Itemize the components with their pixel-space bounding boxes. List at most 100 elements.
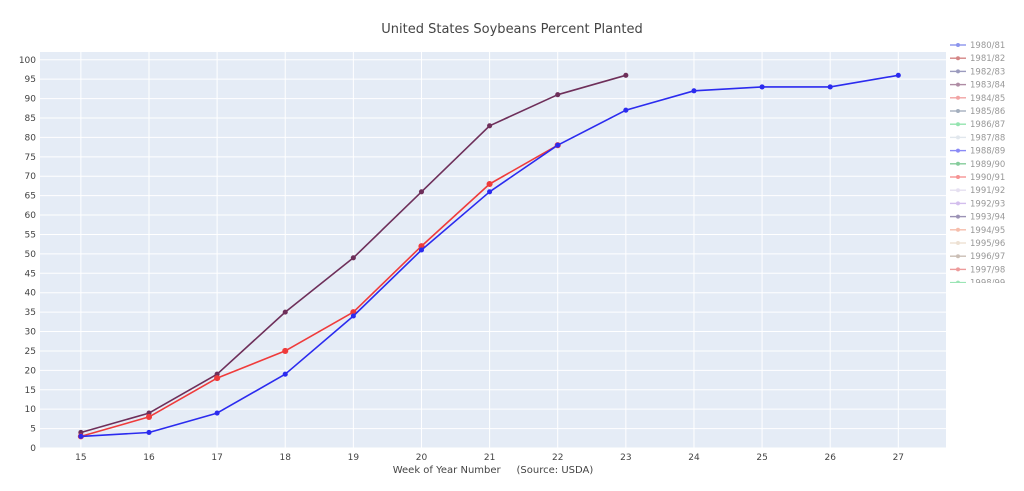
- data-point-1988-89-wk17: [214, 410, 220, 416]
- x-tick-label-23: 23: [620, 453, 631, 463]
- legend-swatch-marker-1997-98: [956, 267, 960, 272]
- x-tick-label-20: 20: [416, 453, 428, 463]
- series-1988-89: [78, 72, 901, 439]
- data-point-1988-89-wk26: [827, 84, 833, 90]
- x-tick-label-26: 26: [824, 453, 836, 463]
- legend-item-1993-94[interactable]: 1993/94: [950, 213, 1005, 223]
- data-point-1983-84-wk18: [282, 309, 288, 315]
- legend-label-1990-91: 1990/91: [970, 173, 1005, 183]
- legend-swatch-marker-1992-93: [956, 201, 960, 206]
- legend-label-1998-99: 1998/99: [970, 279, 1005, 289]
- legend-swatch-marker-1988-89: [956, 148, 960, 153]
- y-tick-label-40: 40: [25, 289, 37, 299]
- legend-item-1997-98[interactable]: 1997/98: [950, 265, 1005, 275]
- legend-swatch-marker-1982-83: [956, 69, 960, 74]
- legend-label-1992-93: 1992/93: [970, 199, 1005, 209]
- y-tick-label-70: 70: [25, 172, 37, 182]
- legend-label-1987-88: 1987/88: [970, 133, 1005, 143]
- legend-item-1986-87[interactable]: 1986/87: [950, 120, 1005, 130]
- legend-swatch-marker-1994-95: [956, 227, 960, 232]
- data-point-1990-91-wk20: [418, 243, 425, 250]
- legend-item-1982-83[interactable]: 1982/83: [950, 67, 1005, 77]
- x-axis-ticks: 15 16 17 18 19 20 21 22 23 24 25 26 27: [75, 453, 904, 463]
- y-tick-label-85: 85: [25, 114, 36, 124]
- legend-label-1996-97: 1996/97: [970, 252, 1005, 262]
- legend-label-1986-87: 1986/87: [970, 120, 1005, 130]
- y-tick-label-90: 90: [25, 95, 37, 105]
- data-point-1983-84-wk20: [418, 189, 425, 195]
- legend-label-1993-94: 1993/94: [970, 213, 1005, 223]
- legend-label-1984-85: 1984/85: [970, 94, 1005, 104]
- legend-item-1994-95[interactable]: 1994/95: [950, 226, 1005, 236]
- grid-lines: [40, 52, 946, 449]
- y-tick-label-50: 50: [25, 250, 37, 260]
- x-tick-label-22: 22: [552, 453, 563, 463]
- x-tick-label-27: 27: [893, 453, 904, 463]
- data-point-1988-89-wk23: [623, 107, 629, 113]
- x-tick-label-19: 19: [348, 453, 360, 463]
- y-tick-label-15: 15: [25, 386, 36, 396]
- legend[interactable]: 1980/81 1981/82 1982/83 1983/84 1984/85 1985/…: [950, 41, 1005, 289]
- y-tick-label-65: 65: [25, 192, 36, 202]
- data-point-1988-89-wk15: [78, 433, 84, 439]
- legend-item-1988-89[interactable]: 1988/89: [950, 147, 1005, 157]
- legend-item-1983-84[interactable]: 1983/84: [950, 81, 1005, 91]
- y-tick-label-80: 80: [25, 133, 37, 143]
- data-point-1990-91-wk17: [214, 375, 221, 382]
- y-tick-label-60: 60: [25, 211, 37, 221]
- data-point-1988-89-wk21: [487, 189, 493, 195]
- data-point-1988-89-wk18: [282, 371, 288, 377]
- legend-item-1980-81[interactable]: 1980/81: [950, 41, 1005, 51]
- y-tick-label-5: 5: [30, 425, 36, 435]
- legend-label-1980-81: 1980/81: [970, 41, 1005, 51]
- legend-swatch-marker-1984-85: [956, 95, 960, 100]
- legend-label-1997-98: 1997/98: [970, 265, 1005, 275]
- legend-label-1991-92: 1991/92: [970, 186, 1005, 196]
- legend-swatch-marker-1996-97: [956, 254, 960, 259]
- legend-item-1987-88[interactable]: 1987/88: [950, 133, 1005, 143]
- legend-item-1985-86[interactable]: 1985/86: [950, 107, 1005, 117]
- legend-item-1990-91[interactable]: 1990/91: [950, 173, 1005, 183]
- legend-label-1985-86: 1985/86: [970, 107, 1005, 117]
- y-axis-ticks: 0 5 10 15 20 25 30 35 40 45 50 55 60 65 70 75 80 85 90 95 10…: [19, 56, 36, 454]
- y-tick-label-35: 35: [25, 308, 36, 318]
- y-tick-label-45: 45: [25, 269, 36, 279]
- y-tick-label-30: 30: [25, 328, 37, 338]
- data-point-1988-89-wk24: [691, 88, 697, 94]
- legend-item-1992-93[interactable]: 1992/93: [950, 199, 1005, 209]
- data-point-1983-84-wk22: [555, 92, 561, 98]
- legend-label-1983-84: 1983/84: [970, 81, 1005, 91]
- legend-item-1991-92[interactable]: 1991/92: [950, 186, 1005, 196]
- x-tick-label-21: 21: [484, 453, 495, 463]
- legend-swatch-marker-1993-94: [956, 214, 960, 219]
- x-axis-label: Week of Year Number (Source: USDA): [393, 465, 594, 476]
- legend-swatch-marker-1990-91: [956, 175, 960, 179]
- y-tick-label-0: 0: [30, 444, 36, 454]
- x-tick-label-18: 18: [280, 453, 292, 463]
- y-tick-label-25: 25: [25, 347, 36, 357]
- legend-item-1998-99[interactable]: 1998/99: [950, 279, 1005, 289]
- x-tick-label-17: 17: [211, 453, 222, 463]
- legend-label-1981-82: 1981/82: [970, 54, 1005, 64]
- data-point-1988-89-wk20: [418, 247, 425, 253]
- legend-swatch-marker-1981-82: [956, 56, 960, 61]
- legend-swatch-marker-1985-86: [956, 109, 960, 113]
- legend-swatch-marker-1989-90: [956, 161, 960, 166]
- legend-item-1995-96[interactable]: 1995/96: [950, 239, 1005, 249]
- data-point-1988-89-wk19: [350, 313, 356, 319]
- y-tick-label-95: 95: [25, 75, 36, 85]
- legend-item-1989-90[interactable]: 1989/90: [950, 160, 1005, 170]
- data-point-1990-91-wk18: [282, 347, 289, 354]
- legend-swatch-marker-1980-81: [956, 43, 960, 47]
- legend-swatch-marker-1991-92: [956, 188, 960, 193]
- legend-item-1984-85[interactable]: 1984/85: [950, 94, 1005, 104]
- x-tick-label-25: 25: [756, 453, 767, 463]
- legend-label-1988-89: 1988/89: [970, 147, 1005, 157]
- y-tick-label-20: 20: [25, 366, 37, 376]
- data-point-1983-84-wk21: [487, 123, 493, 129]
- legend-item-1996-97[interactable]: 1996/97: [950, 252, 1005, 262]
- data-point-1983-84-wk19: [350, 255, 356, 261]
- series-layer: [77, 72, 901, 440]
- legend-item-1981-82[interactable]: 1981/82: [950, 54, 1005, 64]
- legend-swatch-marker-1986-87: [956, 122, 960, 127]
